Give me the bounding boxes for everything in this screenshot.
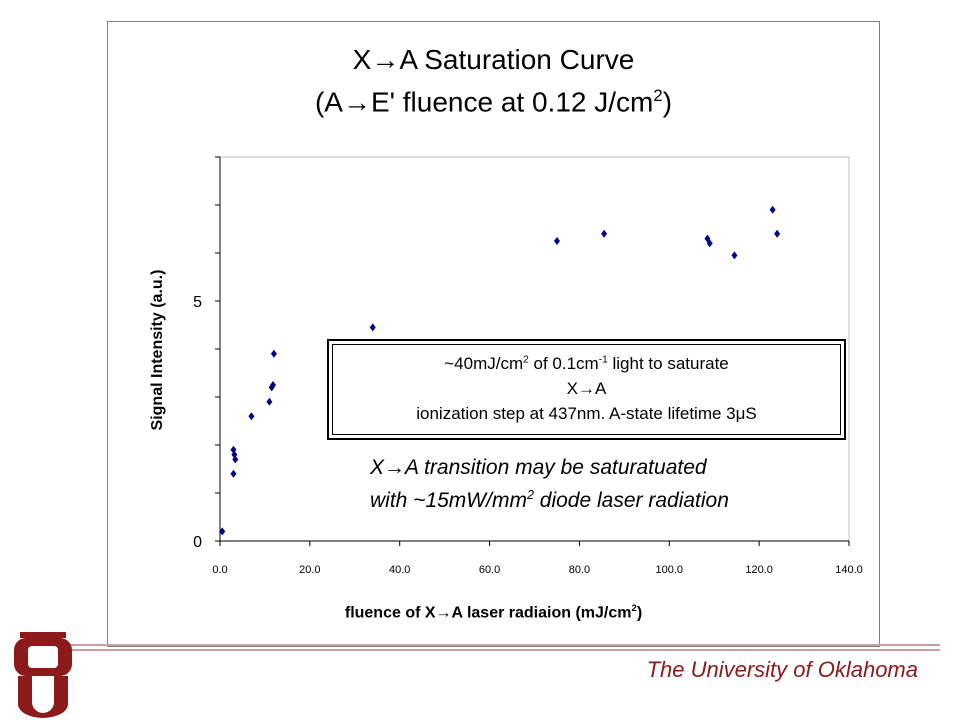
data-point	[232, 455, 239, 464]
data-point	[774, 229, 781, 238]
data-point	[731, 251, 738, 260]
data-point	[219, 527, 226, 536]
x-tick-label: 60.0	[479, 564, 500, 576]
chart-frame	[107, 21, 880, 647]
data-point	[266, 397, 273, 406]
annotation-line-1: ~40mJ/cm2 of 0.1cm-1 light to saturate	[444, 354, 729, 373]
x-tick-label: 40.0	[389, 564, 410, 576]
data-point	[769, 205, 776, 214]
data-point	[706, 239, 713, 248]
data-point	[248, 412, 255, 421]
x-tick-label: 80.0	[569, 564, 590, 576]
plot-axes	[215, 156, 850, 546]
ou-logo-icon: OU	[14, 632, 72, 718]
x-axis-label: fluence of X→A laser radiaion (mJ/cm2)	[344, 603, 643, 622]
x-tick-label: 0.0	[212, 564, 227, 576]
annotation-box: ~40mJ/cm2 of 0.1cm-1 light to saturate X…	[327, 339, 846, 440]
annotation-line-3: ionization step at 437nm. A-state lifeti…	[416, 404, 757, 423]
data-point	[270, 349, 277, 358]
data-point	[270, 381, 277, 389]
x-tick-label: 120.0	[745, 564, 773, 576]
data-point	[369, 323, 376, 332]
italic-note-line-2: with ~15mW/mm2 diode laser radiation	[370, 488, 729, 512]
chart-title-line-1: X→A Saturation Curve	[352, 44, 635, 75]
y-tick-label: 0	[193, 534, 202, 551]
y-axis-label: Signal Intensity (a.u.)	[149, 269, 166, 431]
data-point	[230, 469, 237, 478]
footer-divider-top	[62, 644, 940, 646]
annotation-line-2: X→A	[566, 379, 607, 398]
x-tick-label: 100.0	[656, 564, 684, 576]
y-tick-label: 5	[193, 294, 202, 311]
italic-note-line-1: X→A transition may be saturatuated	[370, 456, 707, 479]
chart-title-line-2: (A→E' fluence at 0.12 J/cm2)	[314, 86, 673, 118]
x-tick-labels: 0.0 20.0 40.0 60.0 80.0 100.0 120.0 140.0	[212, 564, 862, 576]
x-tick-label: 140.0	[835, 564, 863, 576]
svg-text:OU: OU	[43, 691, 45, 693]
university-name: The University of Oklahoma	[646, 657, 918, 682]
data-markers	[219, 205, 781, 536]
y-tick-labels: 05	[193, 294, 202, 551]
x-tick-label: 20.0	[299, 564, 320, 576]
footer-divider-bottom	[62, 649, 940, 651]
data-point	[601, 229, 608, 238]
data-point	[553, 237, 560, 245]
